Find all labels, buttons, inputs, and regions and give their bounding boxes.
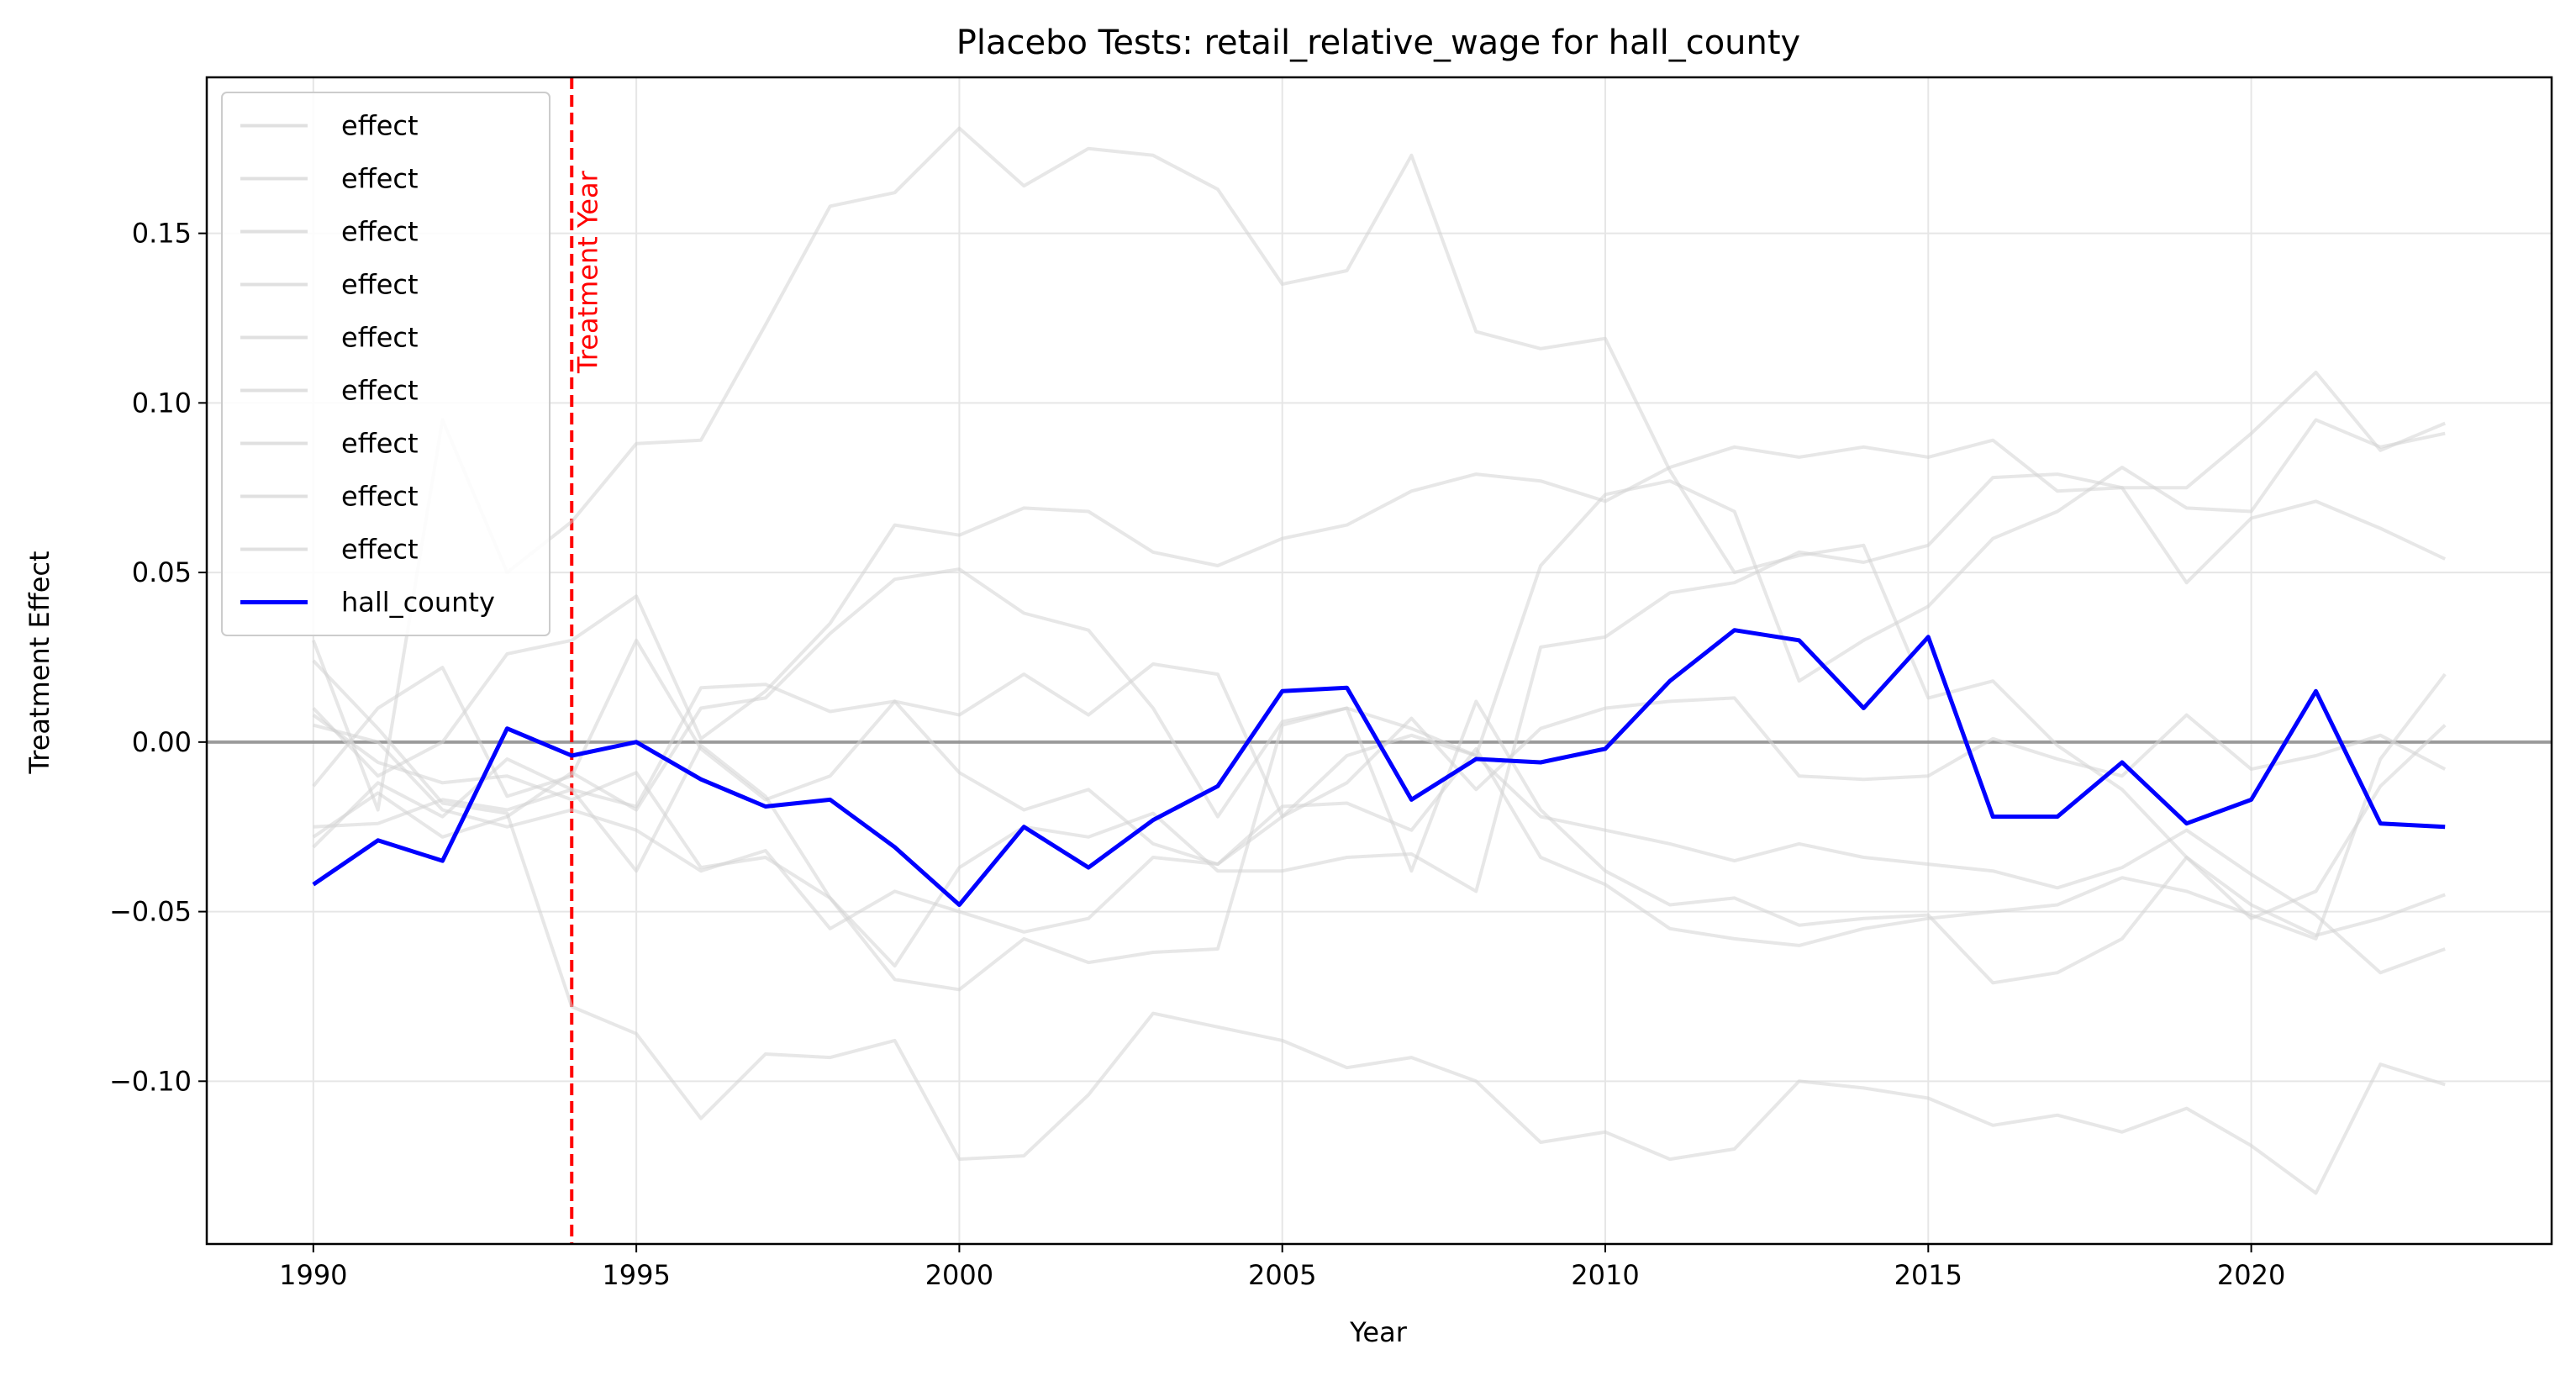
legend-label-placebo-9: effect (341, 534, 419, 566)
legend-label-placebo-6: effect (341, 375, 419, 407)
y-tick-label-0: −0.10 (109, 1065, 192, 1097)
legend: effect effect effect effect effect effect effe… (221, 92, 550, 636)
x-axis-label: Year (1349, 1316, 1408, 1348)
axes-frame (205, 76, 2553, 1246)
x-tick-label-1995: 1995 (602, 1259, 670, 1291)
x-tick-label-2005: 2005 (1248, 1259, 1316, 1291)
series-line-placebo-7 (312, 699, 2447, 992)
legend-label-placebo-5: effect (341, 322, 419, 354)
chart-title: Placebo Tests: retail_relative_wage for … (956, 24, 1800, 62)
legend-label-placebo-2: effect (341, 163, 419, 195)
series-layer (311, 126, 2447, 1195)
series-line-placebo-5 (312, 472, 2447, 968)
y-tick-label-2: 0.00 (132, 726, 192, 758)
legend-label-placebo-3: effect (341, 216, 419, 248)
legend-box (221, 92, 550, 636)
treatment-year-label: Treatment Year (572, 170, 603, 374)
legend-label-placebo-7: effect (341, 428, 419, 460)
legend-label-placebo-8: effect (341, 481, 419, 513)
plot-frame (205, 76, 2553, 1246)
series-line-placebo-2 (312, 638, 2447, 819)
legend-label-placebo-4: effect (341, 269, 419, 301)
y-tick-label-4: 0.10 (132, 387, 192, 419)
y-tick-label-3: 0.05 (132, 556, 192, 588)
legend-label-placebo-1: effect (341, 110, 419, 142)
x-tick-label-1990: 1990 (279, 1259, 347, 1291)
series-line-placebo-8 (313, 672, 2447, 947)
x-tick-label-2020: 2020 (2217, 1259, 2285, 1291)
y-tick-label-1: −0.05 (109, 896, 192, 928)
legend-label-hall_county: hall_county (341, 587, 495, 619)
series-line-hall_county (312, 628, 2446, 907)
tick-layer: 1990 1995 2000 2005 2010 2015 2020 −0.10 −0.05 0.… (109, 218, 2285, 1291)
y-axis-label: Treatment Effect (24, 551, 55, 774)
series-line-placebo-9 (312, 659, 2446, 1195)
x-tick-label-2010: 2010 (1571, 1259, 1639, 1291)
y-tick-label-5: 0.15 (132, 218, 192, 250)
x-tick-label-2000: 2000 (925, 1259, 993, 1291)
x-tick-label-2015: 2015 (1894, 1259, 1962, 1291)
